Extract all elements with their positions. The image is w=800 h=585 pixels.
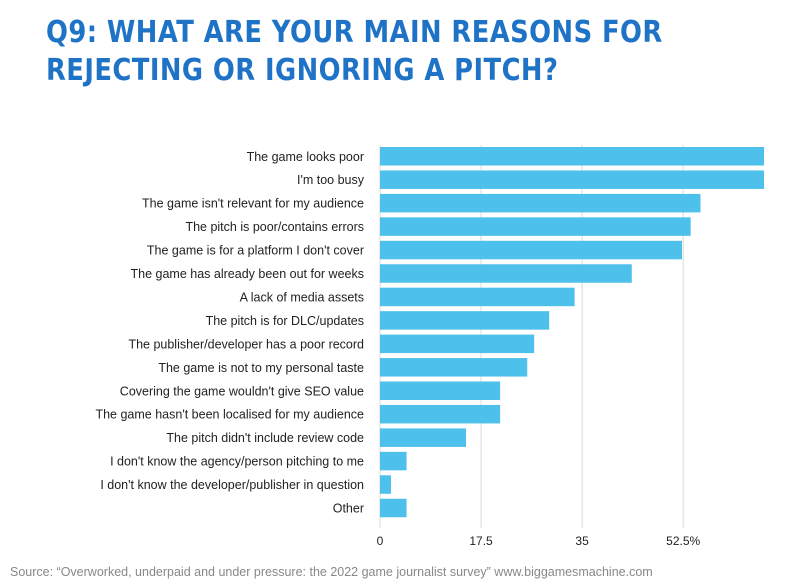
bar	[380, 193, 701, 213]
category-label: The game isn't relevant for my audience	[142, 197, 364, 211]
x-tick-label: 0	[377, 534, 384, 548]
category-label: The game has already been out for weeks	[131, 267, 364, 281]
category-label: Covering the game wouldn't give SEO valu…	[120, 384, 364, 398]
category-label: The pitch didn't include review code	[166, 431, 364, 445]
category-label: I don't know the agency/person pitching …	[110, 455, 364, 469]
x-tick-label: 52.5%	[666, 534, 700, 548]
x-axis-ticks: 0 17.5 35 52.5%	[377, 534, 701, 548]
category-label: A lack of media assets	[240, 290, 364, 304]
source-note: Source: “Overworked, underpaid and under…	[10, 565, 653, 579]
chart-title: Q9: WHAT ARE YOUR MAIN REASONS FOR REJEC…	[46, 15, 663, 88]
category-label: The game hasn't been localised for my au…	[95, 408, 364, 422]
bar	[380, 240, 683, 260]
category-label: The game is for a platform I don't cover	[147, 244, 364, 258]
bars	[380, 147, 764, 518]
category-label: Other	[333, 502, 364, 516]
bar	[380, 311, 550, 330]
x-tick-label: 35	[575, 534, 589, 548]
bar	[380, 334, 535, 354]
category-label: The game is not to my personal taste	[158, 361, 364, 375]
category-labels: The game looks poor I'm too busy The game …	[95, 150, 364, 516]
category-label: I don't know the developer/publisher in …	[100, 478, 364, 492]
bar	[380, 287, 575, 307]
category-label: The game looks poor	[247, 150, 364, 164]
category-label: I'm too busy	[297, 173, 365, 187]
bar	[380, 428, 467, 447]
bar-chart: The game looks poor I'm too busy The game …	[95, 145, 764, 548]
bar	[380, 404, 501, 424]
x-tick-label: 17.5	[469, 534, 493, 548]
category-label: The pitch is for DLC/updates	[206, 314, 364, 328]
bar	[380, 217, 691, 236]
category-label: The publisher/developer has a poor recor…	[128, 337, 364, 351]
bar	[380, 358, 528, 377]
bar	[380, 498, 407, 518]
bar	[380, 264, 632, 283]
bar	[380, 147, 764, 166]
bar	[380, 381, 501, 400]
bar	[380, 170, 764, 189]
category-label: The pitch is poor/contains errors	[185, 220, 364, 234]
bar	[380, 475, 391, 494]
bar	[380, 451, 407, 471]
